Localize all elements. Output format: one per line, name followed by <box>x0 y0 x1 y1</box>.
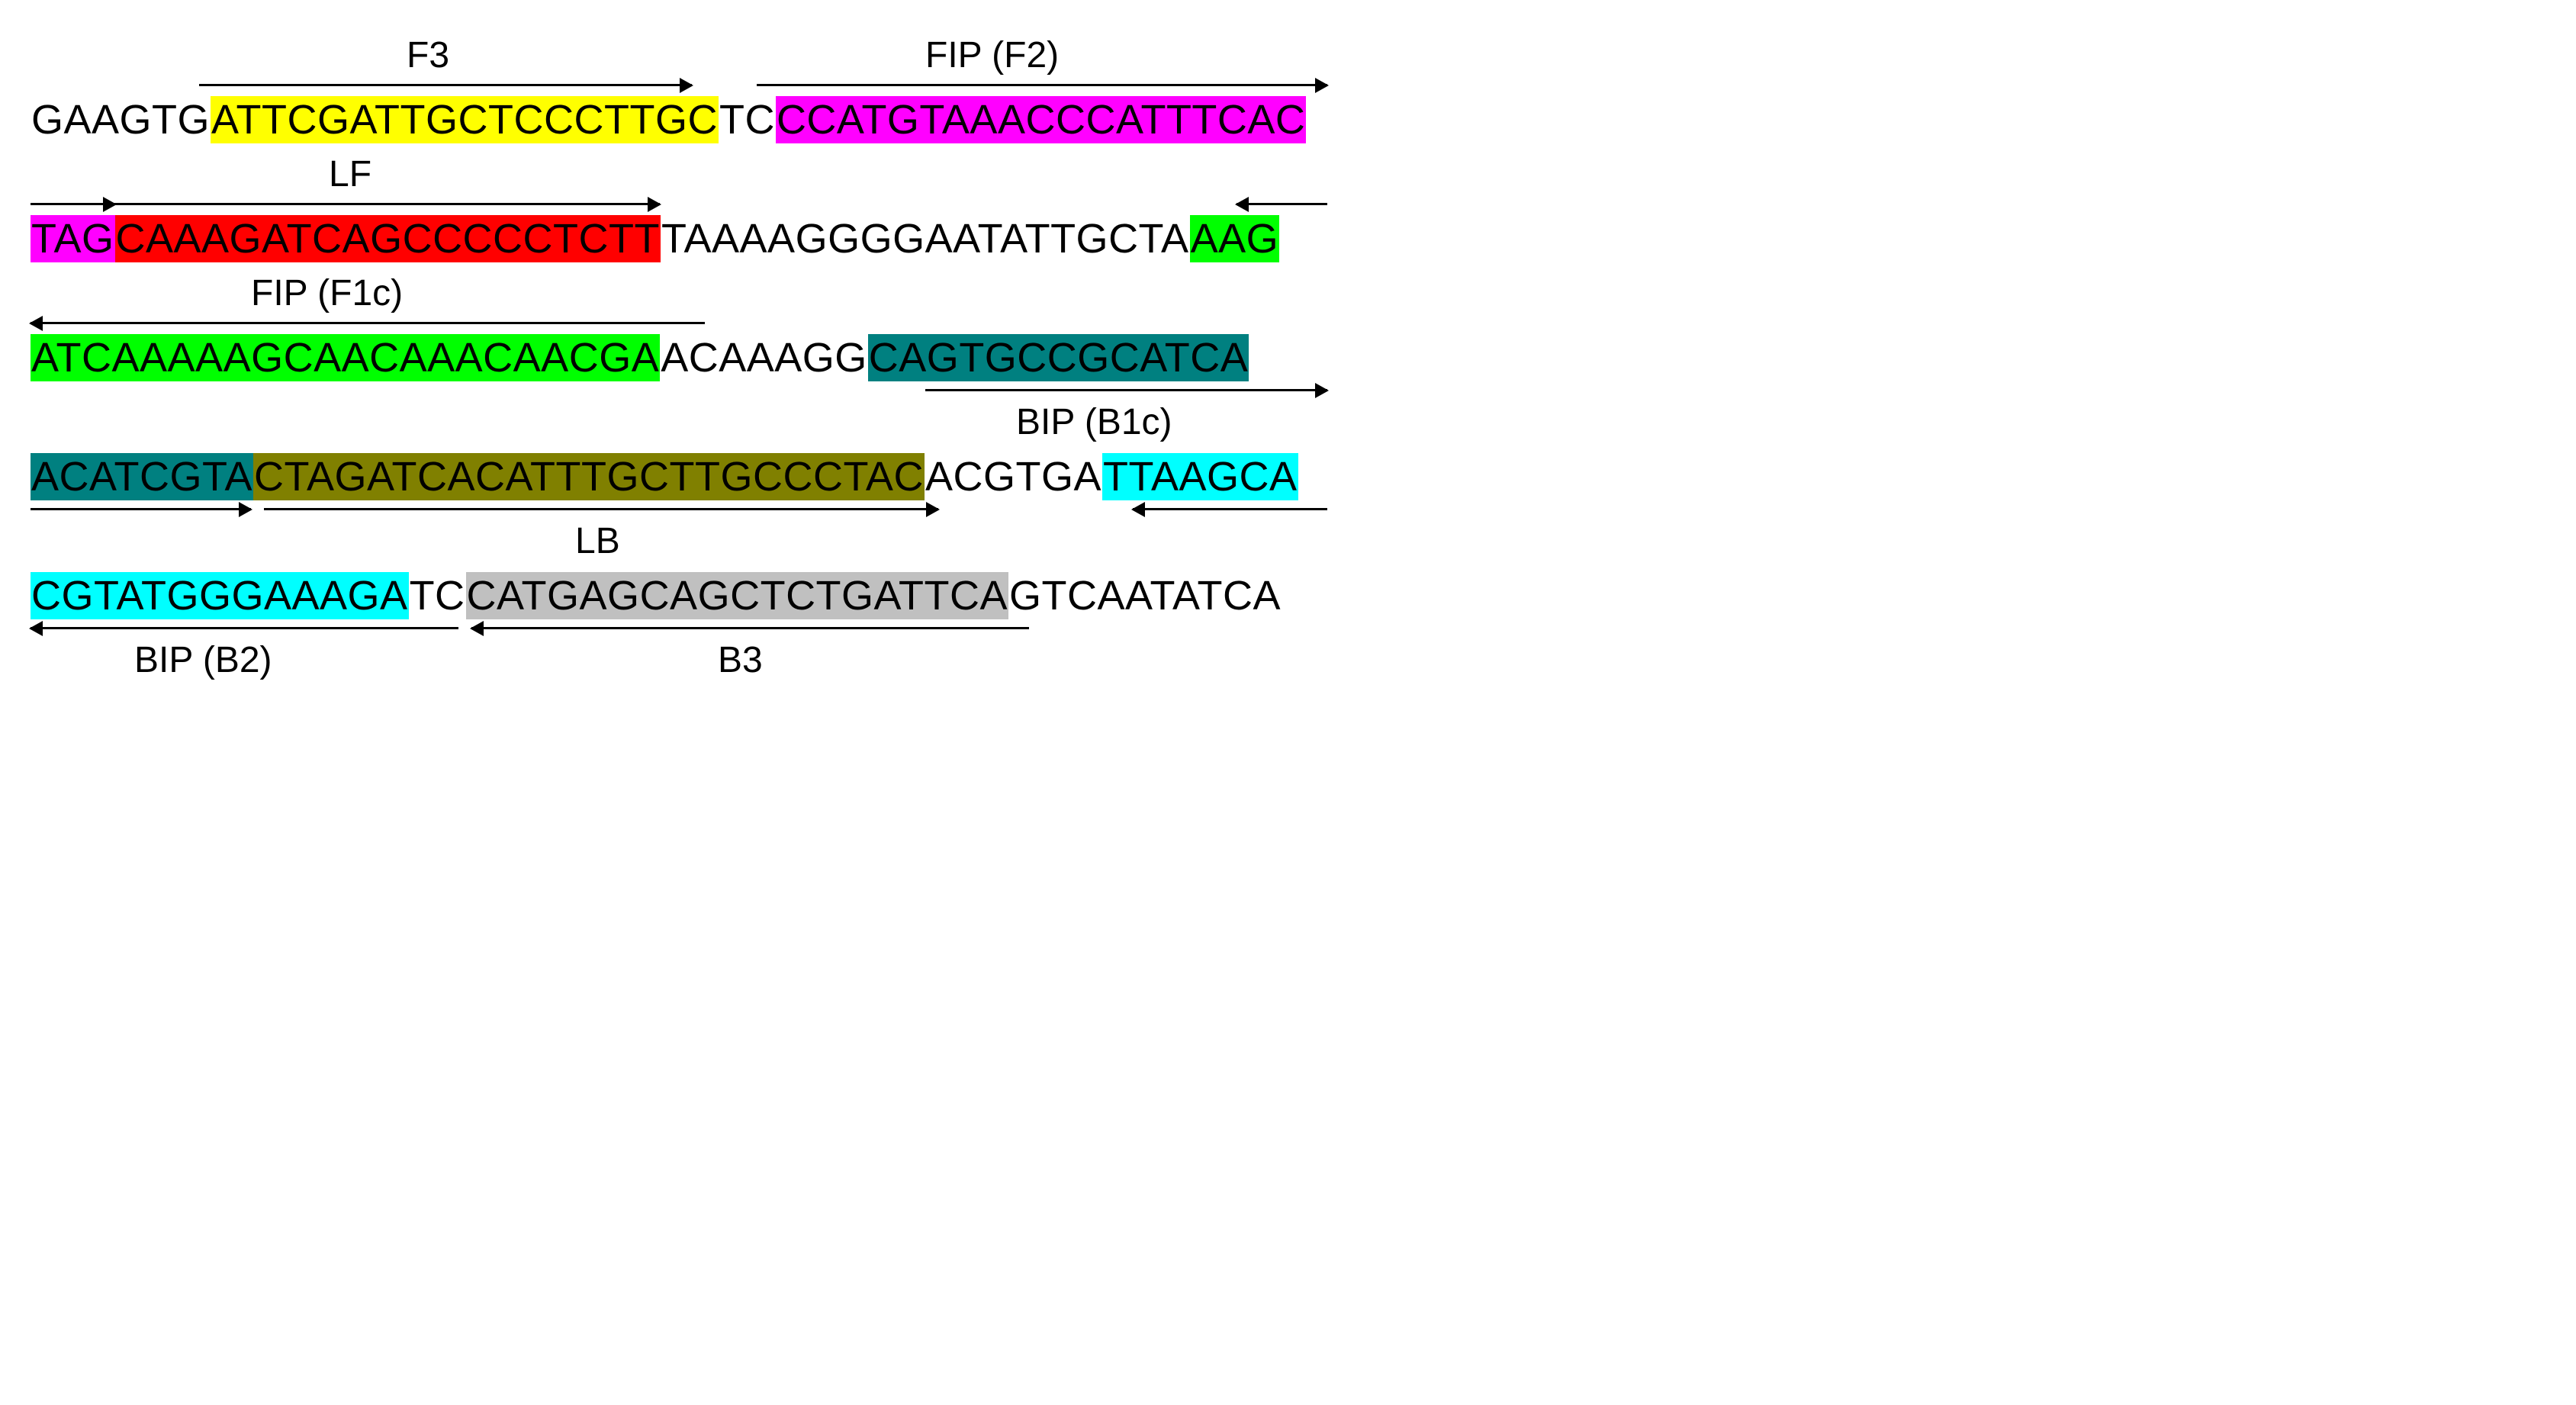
bottom-arrow-row <box>31 500 1327 520</box>
arrow-right <box>264 508 938 510</box>
sequence-line: TAGCAAAGATCAGCCCCCTCTTTAAAAGGGGAATATTGCT… <box>31 215 1327 262</box>
arrow-right <box>31 508 251 510</box>
bottom-label-row: LB <box>31 520 1327 566</box>
primer-label-lf: LF <box>329 153 371 195</box>
sequence-segment: GAAGTG <box>31 96 211 143</box>
sequence-segment: TC <box>719 96 776 143</box>
top-label-row: FIP (F1c) <box>31 268 1327 314</box>
top-arrow-row <box>31 314 1327 334</box>
arrow-right <box>31 203 115 205</box>
sequence-segment: ACGTGA <box>925 453 1102 500</box>
arrow-left <box>471 627 1029 629</box>
primer-label-f3: F3 <box>407 34 449 76</box>
sequence-line: ATCAAAAAGCAACAAACAACGAACAAAGGCAGTGCCGCAT… <box>31 334 1327 381</box>
bottom-arrow-row <box>31 381 1327 401</box>
primer-LF: CAAAGATCAGCCCCCTCTT <box>115 215 661 262</box>
arrow-right <box>115 203 660 205</box>
arrow-left <box>1237 203 1327 205</box>
sequence-row-3: FIP (F1c) ATCAAAAAGCAACAAACAACGAACAAAGGCA… <box>31 268 1327 447</box>
sequence-row-1: F3 FIP (F2) GAAGTGATTCGATTGCTCCCTTGCTCCCAT… <box>31 31 1327 143</box>
arrow-left <box>31 627 458 629</box>
sequence-line: GAAGTGATTCGATTGCTCCCTTGCTCCCATGTAAACCCAT… <box>31 96 1327 143</box>
bottom-label-row: BIP (B1c) <box>31 401 1327 447</box>
primer-label-fip_f1c: FIP (F1c) <box>251 272 403 314</box>
primer-label-lb: LB <box>575 520 620 562</box>
top-label-row: F3 FIP (F2) <box>31 31 1327 76</box>
primer-label-bip_b1c: BIP (B1c) <box>1016 401 1172 443</box>
sequence-line: CGTATGGGAAAGATCCATGAGCAGCTCTGATTCAGTCAAT… <box>31 572 1327 619</box>
primer-B3: CATGAGCAGCTCTGATTCA <box>466 572 1009 619</box>
sequence-row-5: CGTATGGGAAAGATCCATGAGCAGCTCTGATTCAGTCAAT… <box>31 572 1327 685</box>
bottom-arrow-row <box>31 619 1327 639</box>
primer-label-fip_f2: FIP (F2) <box>925 34 1059 76</box>
primer-BIP_B2: CGTATGGGAAAGA <box>31 572 409 619</box>
primer-FIP_F1c: ATCAAAAAGCAACAAACAACGA <box>31 334 660 381</box>
primer-FIP_F2_cont: TAG <box>31 215 115 262</box>
primer-BIP_B2_start: TTAAGCA <box>1102 453 1298 500</box>
sequence-line: ACATCGTACTAGATCACATTTGCTTGCCCTACACGTGATT… <box>31 453 1327 500</box>
bottom-label-row: BIP (B2) B3 <box>31 639 1327 685</box>
sequence-segment: GTCAATATCA <box>1008 572 1282 619</box>
primer-FIP_F1c_start: AAG <box>1190 215 1280 262</box>
arrow-right <box>199 84 692 86</box>
arrow-right <box>757 84 1327 86</box>
top-arrow-row <box>31 76 1327 96</box>
primer-label-bip_b2: BIP (B2) <box>134 639 272 681</box>
sequence-segment: TAAAAGGGGAATATTGCTA <box>661 215 1190 262</box>
primer-label-b3: B3 <box>718 639 763 681</box>
top-label-row: LF <box>31 150 1327 195</box>
arrow-left <box>31 322 705 324</box>
arrow-left <box>1133 508 1327 510</box>
sequence-row-2: LF TAGCAAAGATCAGCCCCCTCTTTAAAAGGGGAATATTG… <box>31 150 1327 262</box>
primer-FIP_F2: CCATGTAAACCCATTTCAC <box>776 96 1307 143</box>
sequence-row-4: ACATCGTACTAGATCACATTTGCTTGCCCTACACGTGATT… <box>31 453 1327 566</box>
top-arrow-row <box>31 195 1327 215</box>
primer-LB_region: CTAGATCACATTTGCTTGCCCTAC <box>253 453 925 500</box>
arrow-right <box>925 389 1327 391</box>
sequence-segment: ACAAAGG <box>660 334 868 381</box>
primer-BIP_B1c_start: CAGTGCCGCATCA <box>868 334 1249 381</box>
primer-F3: ATTCGATTGCTCCCTTGC <box>211 96 719 143</box>
primer-sequence-diagram: F3FIP (F2)GAAGTGATTCGATTGCTCCCTTGCTCCCAT… <box>31 31 1327 685</box>
sequence-segment: TC <box>409 572 466 619</box>
primer-BIP_B1c_cont: ACATCGTA <box>31 453 253 500</box>
